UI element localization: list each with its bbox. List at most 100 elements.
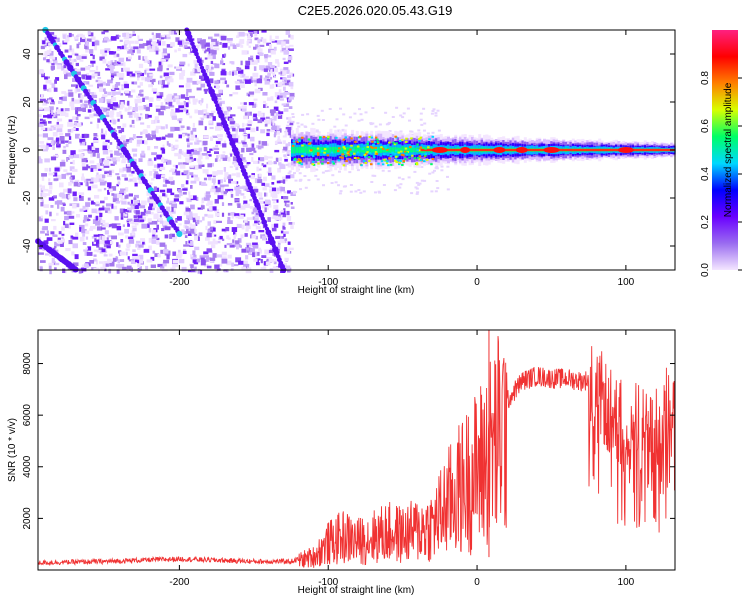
noise-speckle xyxy=(49,185,53,190)
carrier-speckle xyxy=(322,136,326,138)
carrier-speckle xyxy=(343,147,346,150)
noise-speckle xyxy=(90,177,94,181)
carrier-speckle xyxy=(397,151,400,154)
noise-speckle xyxy=(258,197,264,200)
carrier-speckle xyxy=(360,164,363,167)
noise-speckle xyxy=(132,253,138,258)
noise-speckle xyxy=(344,124,348,127)
noise-speckle xyxy=(182,188,188,191)
noise-speckle xyxy=(172,264,179,268)
noise-speckle xyxy=(234,231,237,237)
noise-speckle xyxy=(235,85,241,90)
carrier-speckle xyxy=(418,158,422,161)
noise-speckle xyxy=(61,236,64,240)
carrier-speckle xyxy=(415,162,419,165)
noise-speckle xyxy=(49,211,52,217)
noise-speckle xyxy=(78,149,84,153)
noise-speckle xyxy=(269,109,276,114)
noise-speckle xyxy=(169,211,176,214)
carrier-band-cell xyxy=(396,147,400,153)
noise-speckle xyxy=(103,159,110,165)
noise-speckle xyxy=(42,149,48,152)
noise-speckle xyxy=(161,148,166,154)
noise-speckle xyxy=(44,45,47,48)
noise-speckle xyxy=(244,221,250,226)
noise-speckle xyxy=(221,251,227,256)
noise-speckle xyxy=(272,266,277,270)
noise-speckle xyxy=(161,52,168,56)
noise-speckle xyxy=(80,67,86,71)
noise-speckle xyxy=(222,54,226,58)
noise-speckle xyxy=(60,206,65,212)
noise-speckle xyxy=(348,171,352,174)
noise-speckle xyxy=(197,269,201,274)
noise-speckle xyxy=(213,209,220,213)
noise-speckle xyxy=(212,253,217,258)
noise-speckle xyxy=(95,259,98,265)
noise-speckle xyxy=(107,103,111,108)
noise-speckle xyxy=(177,48,181,52)
noise-speckle xyxy=(70,105,75,111)
noise-speckle xyxy=(96,153,100,159)
noise-speckle xyxy=(133,153,137,157)
noise-speckle xyxy=(51,66,54,71)
noise-speckle xyxy=(255,44,259,49)
noise-speckle xyxy=(253,188,259,193)
noise-speckle xyxy=(290,120,294,123)
noise-speckle xyxy=(164,76,171,81)
noise-speckle xyxy=(81,229,87,234)
noise-speckle xyxy=(136,72,142,75)
noise-speckle xyxy=(89,92,95,96)
noise-speckle xyxy=(207,47,211,52)
snr-x-ticks: -200 -100 0 100 xyxy=(169,330,635,588)
carrier-speckle xyxy=(398,140,402,142)
noise-speckle xyxy=(51,258,55,263)
noise-speckle xyxy=(194,246,200,251)
noise-speckle xyxy=(183,211,190,216)
noise-speckle xyxy=(252,103,257,108)
noise-speckle xyxy=(135,103,138,107)
noise-speckle xyxy=(156,92,160,98)
noise-speckle xyxy=(246,92,249,96)
noise-speckle xyxy=(104,130,107,136)
carrier-speckle xyxy=(404,158,407,161)
noise-speckle xyxy=(57,204,60,209)
noise-speckle xyxy=(63,69,69,74)
noise-speckle xyxy=(303,175,307,177)
noise-speckle xyxy=(334,181,338,184)
noise-speckle xyxy=(287,121,290,124)
noise-speckle xyxy=(260,117,266,122)
noise-speckle xyxy=(297,125,301,128)
noise-speckle xyxy=(199,220,203,223)
noise-speckle xyxy=(72,203,77,209)
noise-speckle xyxy=(246,217,253,221)
noise-speckle xyxy=(277,240,282,243)
noise-speckle xyxy=(175,30,182,33)
noise-speckle xyxy=(124,90,130,94)
noise-speckle xyxy=(294,191,298,194)
noise-speckle xyxy=(206,103,209,109)
noise-speckle xyxy=(110,241,114,245)
noise-speckle xyxy=(205,237,210,241)
noise-speckle xyxy=(247,133,250,139)
noise-speckle xyxy=(186,112,190,116)
noise-speckle xyxy=(207,200,213,206)
y-tick-label: -20 xyxy=(22,190,33,205)
noise-speckle xyxy=(235,215,239,219)
carrier-speckle xyxy=(418,149,421,152)
noise-speckle xyxy=(139,43,145,49)
snr-line xyxy=(37,336,676,568)
noise-speckle xyxy=(199,101,203,106)
noise-speckle xyxy=(39,98,46,103)
noise-speckle xyxy=(267,55,272,58)
noise-speckle xyxy=(245,268,252,274)
noise-speckle xyxy=(434,114,438,117)
noise-speckle xyxy=(330,182,334,184)
noise-speckle xyxy=(136,49,141,54)
noise-speckle xyxy=(362,190,366,193)
noise-speckle xyxy=(129,124,133,128)
noise-speckle xyxy=(174,194,180,198)
noise-speckle xyxy=(260,129,266,134)
noise-speckle xyxy=(270,50,276,55)
noise-speckle xyxy=(128,43,131,49)
